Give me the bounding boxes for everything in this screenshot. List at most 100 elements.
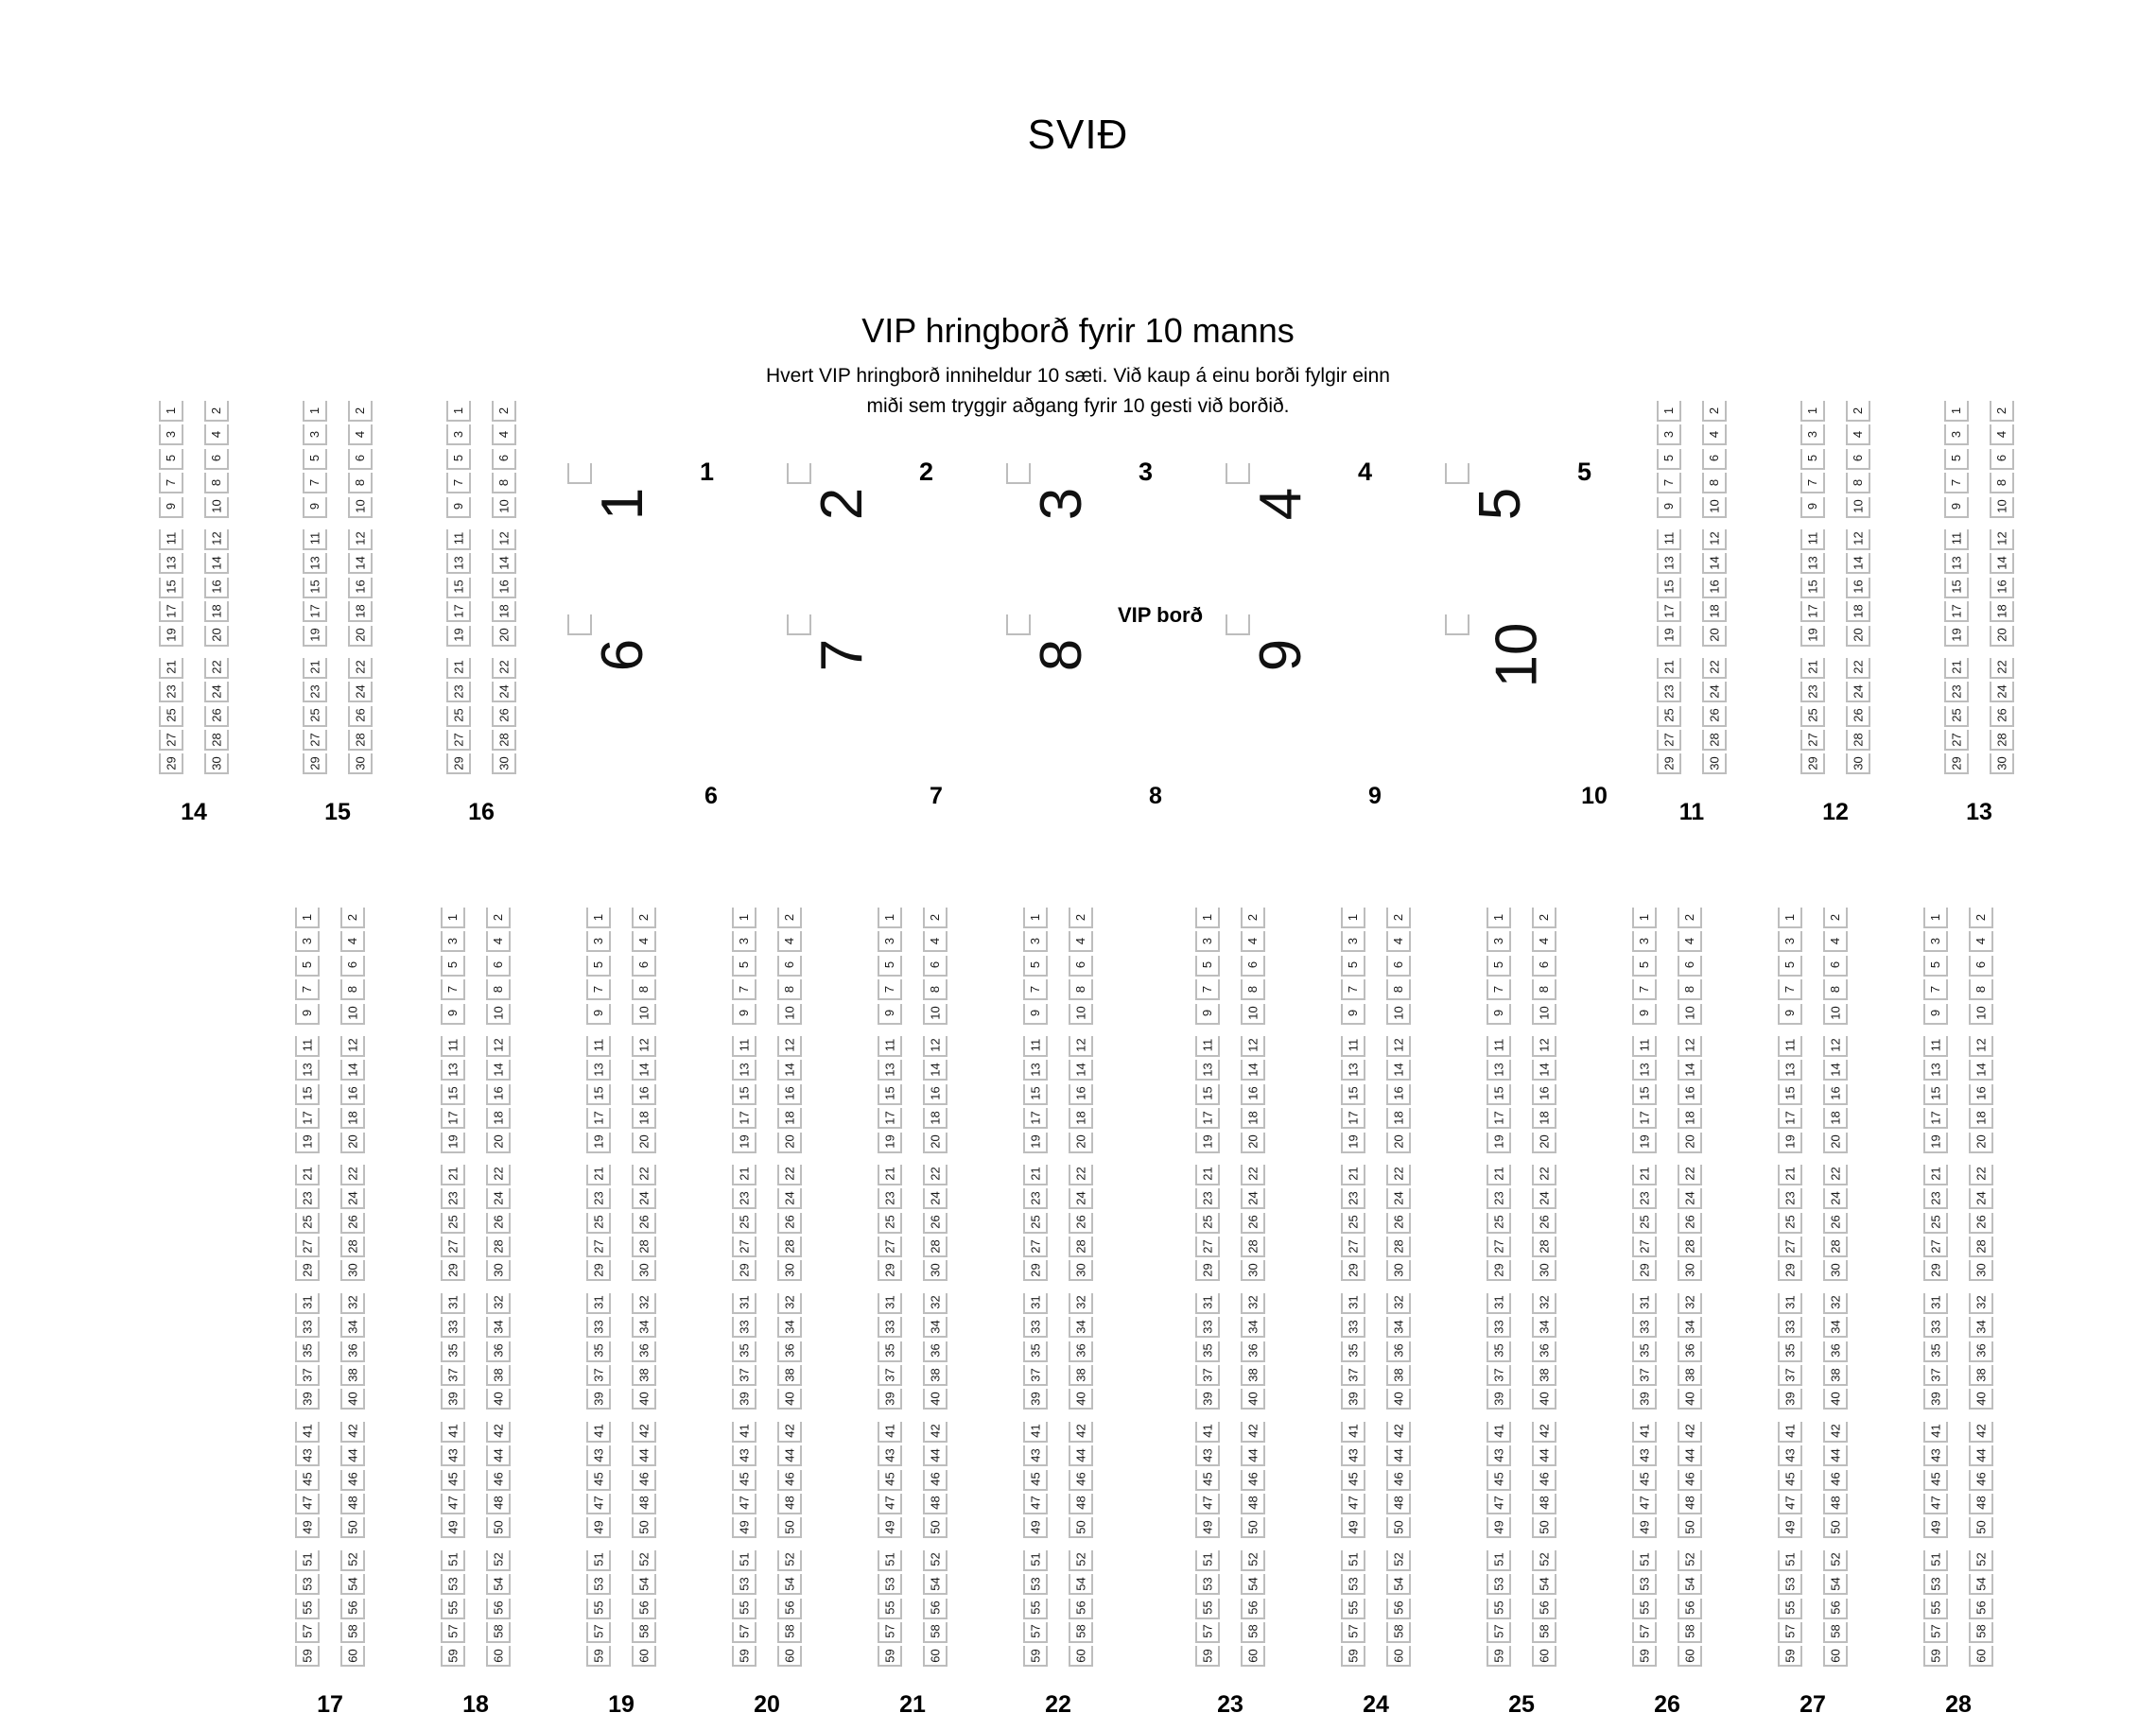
seat[interactable]: 5 — [1487, 955, 1511, 977]
vip-table-6[interactable]: 6 — [567, 614, 766, 733]
seat[interactable]: 1 — [586, 908, 611, 928]
seat[interactable]: 34 — [340, 1317, 365, 1339]
seat[interactable]: 51 — [441, 1549, 465, 1571]
seat[interactable]: 53 — [1632, 1574, 1657, 1596]
seat[interactable]: 37 — [1195, 1365, 1220, 1387]
seat[interactable]: 15 — [1800, 577, 1825, 598]
seat[interactable]: 22 — [1990, 657, 2014, 679]
seat[interactable]: 1 — [878, 908, 902, 928]
seat[interactable]: 51 — [732, 1549, 756, 1571]
seat[interactable]: 5 — [303, 448, 327, 470]
seat[interactable]: 37 — [878, 1365, 902, 1387]
seat[interactable]: 27 — [159, 730, 183, 752]
seat[interactable]: 56 — [777, 1598, 802, 1619]
seat[interactable]: 18 — [1969, 1108, 1993, 1130]
seat[interactable]: 3 — [1632, 931, 1657, 953]
seat[interactable]: 18 — [1532, 1108, 1556, 1130]
seat[interactable]: 21 — [1657, 657, 1681, 679]
seat[interactable]: 42 — [1069, 1421, 1093, 1443]
seat[interactable]: 27 — [1195, 1237, 1220, 1258]
seat[interactable]: 49 — [441, 1517, 465, 1539]
seat[interactable]: 46 — [1823, 1469, 1848, 1491]
seat[interactable]: 2 — [923, 908, 948, 928]
seat[interactable]: 54 — [632, 1574, 656, 1596]
seat[interactable]: 31 — [586, 1292, 611, 1314]
seat[interactable]: 7 — [446, 473, 471, 494]
seat[interactable]: 39 — [1778, 1389, 1802, 1410]
seat[interactable]: 7 — [1923, 979, 1948, 1001]
seat[interactable]: 40 — [1386, 1389, 1411, 1410]
seat[interactable]: 18 — [1069, 1108, 1093, 1130]
seat[interactable]: 13 — [1944, 553, 1969, 575]
seat[interactable]: 23 — [1195, 1188, 1220, 1210]
seat[interactable]: 4 — [486, 931, 511, 953]
seat[interactable]: 21 — [295, 1164, 320, 1185]
seat[interactable]: 21 — [732, 1164, 756, 1185]
seat[interactable]: 5 — [1800, 448, 1825, 470]
seat[interactable]: 37 — [732, 1365, 756, 1387]
section-label-16[interactable]: 16 — [468, 799, 495, 825]
seat[interactable]: 42 — [1241, 1421, 1265, 1443]
seat[interactable]: 2 — [1386, 908, 1411, 928]
seat[interactable]: 30 — [1678, 1260, 1702, 1282]
seat[interactable]: 37 — [295, 1365, 320, 1387]
seat[interactable]: 59 — [1023, 1646, 1048, 1668]
seat[interactable]: 46 — [632, 1469, 656, 1491]
seat[interactable]: 9 — [1657, 496, 1681, 518]
seat[interactable]: 55 — [732, 1598, 756, 1619]
seat[interactable]: 22 — [340, 1164, 365, 1185]
seat[interactable]: 17 — [303, 601, 327, 623]
seat[interactable]: 58 — [1969, 1621, 1993, 1643]
seat[interactable]: 12 — [1990, 528, 2014, 550]
seat[interactable]: 7 — [1341, 979, 1365, 1001]
seat[interactable]: 11 — [878, 1035, 902, 1057]
seat[interactable]: 1 — [295, 908, 320, 928]
seat[interactable]: 18 — [923, 1108, 948, 1130]
seat[interactable]: 2 — [632, 908, 656, 928]
seat[interactable]: 8 — [1846, 473, 1870, 494]
seat[interactable]: 15 — [1341, 1083, 1365, 1105]
vip-table-10[interactable]: 10 — [1445, 614, 1643, 733]
seat[interactable]: 57 — [878, 1621, 902, 1643]
seat[interactable]: 30 — [348, 753, 373, 775]
seat[interactable]: 35 — [1632, 1341, 1657, 1362]
seat[interactable]: 22 — [1823, 1164, 1848, 1185]
seat[interactable]: 25 — [1341, 1212, 1365, 1234]
seat[interactable]: 50 — [632, 1517, 656, 1539]
seat[interactable]: 27 — [1487, 1237, 1511, 1258]
seat[interactable]: 32 — [1678, 1292, 1702, 1314]
seat[interactable]: 9 — [1944, 496, 1969, 518]
seat[interactable]: 1 — [1195, 908, 1220, 928]
seat[interactable]: 21 — [159, 657, 183, 679]
seat[interactable]: 41 — [1778, 1421, 1802, 1443]
seat[interactable]: 27 — [1023, 1237, 1048, 1258]
seat[interactable]: 56 — [1969, 1598, 1993, 1619]
seat[interactable]: 44 — [1532, 1445, 1556, 1467]
seat[interactable]: 46 — [1241, 1469, 1265, 1491]
seat[interactable]: 23 — [1487, 1188, 1511, 1210]
seat[interactable]: 29 — [446, 753, 471, 775]
seat[interactable]: 26 — [1069, 1212, 1093, 1234]
seat[interactable]: 34 — [1069, 1317, 1093, 1339]
seat[interactable]: 60 — [1069, 1646, 1093, 1668]
seat[interactable]: 11 — [732, 1035, 756, 1057]
seat[interactable]: 6 — [923, 955, 948, 977]
seat[interactable]: 19 — [1778, 1132, 1802, 1153]
seat[interactable]: 37 — [1923, 1365, 1948, 1387]
seat[interactable]: 46 — [923, 1469, 948, 1491]
seat[interactable]: 24 — [923, 1188, 948, 1210]
seat[interactable]: 36 — [1241, 1341, 1265, 1362]
seat[interactable]: 58 — [1823, 1621, 1848, 1643]
seat[interactable]: 31 — [732, 1292, 756, 1314]
seat[interactable]: 29 — [1487, 1260, 1511, 1282]
section-label-17[interactable]: 17 — [317, 1691, 343, 1718]
seat[interactable]: 26 — [632, 1212, 656, 1234]
seat[interactable]: 39 — [1341, 1389, 1365, 1410]
seat[interactable]: 46 — [486, 1469, 511, 1491]
seat[interactable]: 3 — [1778, 931, 1802, 953]
seat[interactable]: 9 — [1800, 496, 1825, 518]
seat[interactable]: 23 — [1944, 682, 1969, 703]
seat[interactable]: 55 — [1341, 1598, 1365, 1619]
seat[interactable]: 40 — [1069, 1389, 1093, 1410]
seat[interactable]: 30 — [486, 1260, 511, 1282]
